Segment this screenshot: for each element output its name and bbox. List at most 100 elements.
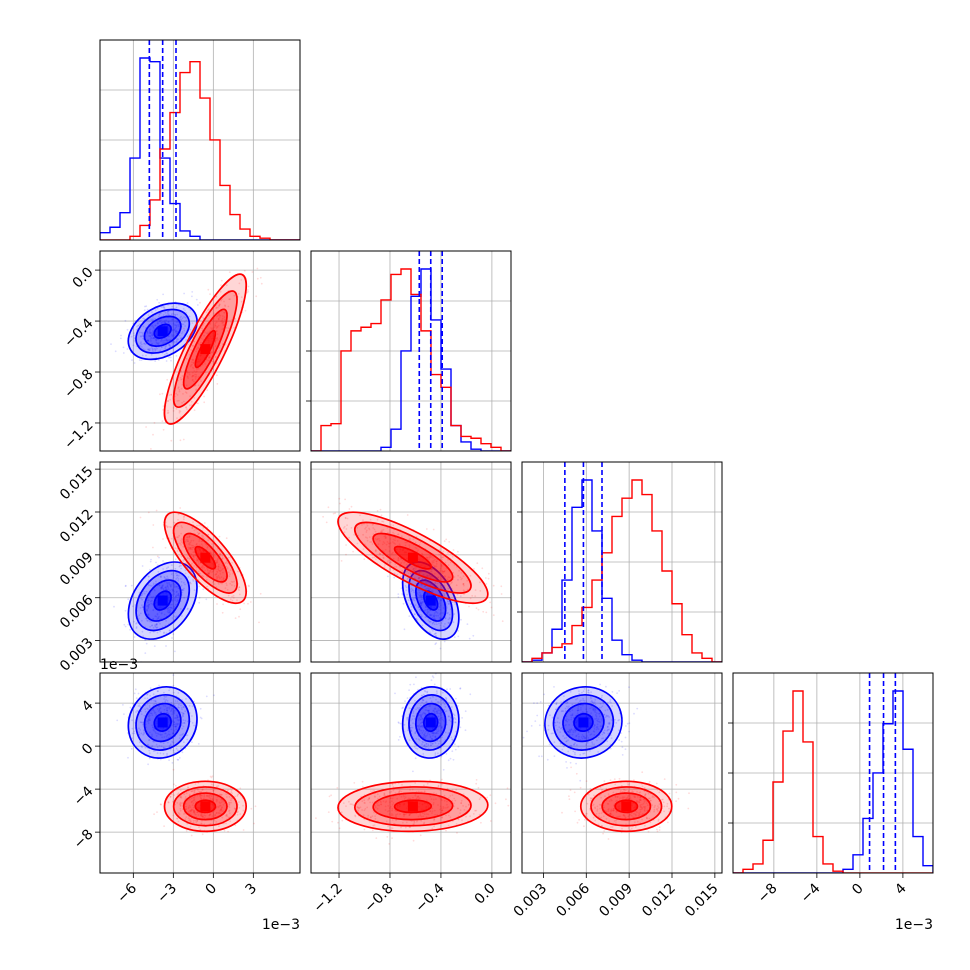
x-tick-label: 0 <box>203 881 221 899</box>
contour-line <box>143 315 182 348</box>
x-tick-label: −1.2 <box>310 881 345 916</box>
density-peak <box>425 595 436 606</box>
x-tick-label: −6 <box>114 880 140 906</box>
contour-line <box>401 686 460 759</box>
contour-line <box>127 686 198 759</box>
y-tick-label: −0.4 <box>61 315 96 350</box>
histogram-series-2 <box>522 479 722 662</box>
contour-line <box>423 712 439 733</box>
y-tick-label: 0.009 <box>57 549 97 589</box>
panel-1-1 <box>306 250 512 452</box>
contour-line <box>414 579 447 622</box>
panel-0-0 <box>99 39 301 241</box>
x-tick-label: 4 <box>892 880 910 898</box>
x-tick-label: 3 <box>243 881 261 899</box>
density-peak <box>621 801 632 812</box>
contour-line <box>393 545 433 570</box>
panel-frame <box>99 672 301 874</box>
contour-line <box>372 532 454 583</box>
x-tick-label: 0.0 <box>472 881 499 908</box>
density-peak <box>425 717 436 728</box>
contour-line <box>353 521 472 594</box>
contour-line <box>414 702 447 743</box>
y-tick-label: 4 <box>79 697 97 715</box>
panel-frame <box>310 461 512 663</box>
x-tick-label: −8 <box>755 881 781 907</box>
panel-2-1 <box>310 461 512 663</box>
density-peak <box>200 344 211 355</box>
contour-line <box>552 694 615 751</box>
contour-line <box>127 302 198 361</box>
density-peak <box>157 326 168 337</box>
contour-line <box>172 290 238 409</box>
y-tick-label: 0.012 <box>57 506 97 546</box>
contour-line <box>153 590 172 611</box>
panel-frame <box>521 672 723 874</box>
panel-1-0: −1.2 −0.8 −0.4 0.0 <box>61 250 301 453</box>
contour-line <box>408 694 454 751</box>
contour-line <box>143 702 182 743</box>
contour-line <box>337 780 489 833</box>
panel-frame <box>521 461 723 663</box>
y-offset-label-4: 1e−3 <box>100 657 138 673</box>
contour-line <box>182 532 228 583</box>
contour-line <box>143 579 182 622</box>
histogram-series-2 <box>100 60 300 240</box>
contour-line <box>353 786 472 827</box>
contour-line <box>393 799 433 814</box>
histogram-series-2 <box>733 690 933 873</box>
contour-line <box>590 786 663 827</box>
contour-line <box>573 712 594 733</box>
panel-frame <box>310 250 512 452</box>
y-tick-label: −4 <box>71 783 97 809</box>
panel-frame <box>732 672 934 874</box>
x-tick-label: −0.8 <box>361 881 396 916</box>
contour-line <box>163 780 248 833</box>
x-tick-label: 0 <box>849 881 867 899</box>
contour-line <box>194 799 217 814</box>
y-tick-label: −8 <box>71 826 97 852</box>
contour-line <box>135 569 191 632</box>
x-tick-label: 0.006 <box>553 880 593 920</box>
density-peak <box>200 552 211 563</box>
contour-line <box>408 569 454 632</box>
contour-line <box>544 686 623 759</box>
density-peak <box>578 717 589 728</box>
panel-frame <box>99 461 301 663</box>
x-tick-label: −3 <box>154 881 180 907</box>
x-tick-label: 0.003 <box>511 881 551 921</box>
panel-3-0: −8 −4 0 4 −6 −3 0 3 <box>71 672 301 907</box>
density-peak <box>157 717 168 728</box>
contour-line <box>337 511 489 605</box>
contour-line <box>163 511 248 605</box>
panel-3-2: 0.003 0.006 0.009 0.012 0.015 <box>511 672 723 921</box>
panel-3-3: −8 −4 0 4 <box>728 672 934 907</box>
contour-line <box>153 712 172 733</box>
histogram-series-2 <box>311 268 511 451</box>
density-peak <box>157 595 168 606</box>
contour-line <box>153 323 172 339</box>
x-tick-label: −4 <box>798 880 824 906</box>
contour-line <box>182 792 228 821</box>
histogram-series-1 <box>311 268 511 451</box>
y-tick-label: 0.015 <box>57 463 97 503</box>
contour-line <box>172 786 238 827</box>
x-tick-label: 0.015 <box>682 881 722 921</box>
panel-frame <box>310 672 512 874</box>
contour-line <box>579 780 673 833</box>
histogram-series-1 <box>733 690 933 873</box>
contour-line <box>135 308 191 354</box>
panel-frame <box>99 250 301 452</box>
density-peak <box>407 801 418 812</box>
panel-3-1: −1.2 −0.8 −0.4 0.0 <box>310 672 512 916</box>
density-peak <box>200 801 211 812</box>
contour-line <box>163 273 248 425</box>
contour-line <box>614 799 639 814</box>
contour-line <box>601 792 652 821</box>
y-tick-label: 0.003 <box>57 635 97 675</box>
y-tick-label: −0.8 <box>61 366 96 401</box>
x-offset-label-4: 1e−3 <box>895 917 933 933</box>
panel-frame <box>99 39 301 241</box>
y-tick-label: −1.2 <box>61 417 96 452</box>
